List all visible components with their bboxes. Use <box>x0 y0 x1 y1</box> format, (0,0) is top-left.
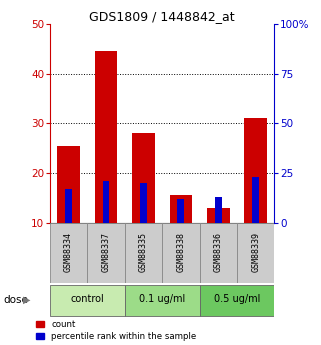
Bar <box>207 208 230 223</box>
Bar <box>132 133 155 223</box>
Text: GSM88336: GSM88336 <box>214 231 223 272</box>
Text: GSM88335: GSM88335 <box>139 231 148 272</box>
Text: 0.5 ug/ml: 0.5 ug/ml <box>214 295 260 304</box>
Legend: count, percentile rank within the sample: count, percentile rank within the sample <box>36 320 196 341</box>
Bar <box>65 189 72 223</box>
FancyBboxPatch shape <box>50 285 125 316</box>
Text: GSM88339: GSM88339 <box>251 231 260 272</box>
FancyBboxPatch shape <box>50 223 87 283</box>
Text: 0.1 ug/ml: 0.1 ug/ml <box>139 295 185 304</box>
Bar <box>169 195 192 223</box>
FancyBboxPatch shape <box>162 223 200 283</box>
FancyBboxPatch shape <box>125 223 162 283</box>
FancyBboxPatch shape <box>237 223 274 283</box>
Bar <box>57 146 80 223</box>
Bar <box>245 118 267 223</box>
Text: dose: dose <box>3 295 28 305</box>
Text: GSM88338: GSM88338 <box>176 231 185 272</box>
Text: control: control <box>70 295 104 304</box>
Bar <box>215 197 221 223</box>
Text: ▶: ▶ <box>23 295 30 305</box>
Bar <box>95 51 117 223</box>
Bar <box>252 177 259 223</box>
FancyBboxPatch shape <box>87 223 125 283</box>
Text: GSM88337: GSM88337 <box>101 231 110 272</box>
Bar <box>178 199 184 223</box>
FancyBboxPatch shape <box>200 285 274 316</box>
Title: GDS1809 / 1448842_at: GDS1809 / 1448842_at <box>89 10 235 23</box>
Bar <box>103 181 109 223</box>
Bar <box>140 183 147 223</box>
FancyBboxPatch shape <box>200 223 237 283</box>
Text: GSM88334: GSM88334 <box>64 231 73 272</box>
FancyBboxPatch shape <box>125 285 200 316</box>
